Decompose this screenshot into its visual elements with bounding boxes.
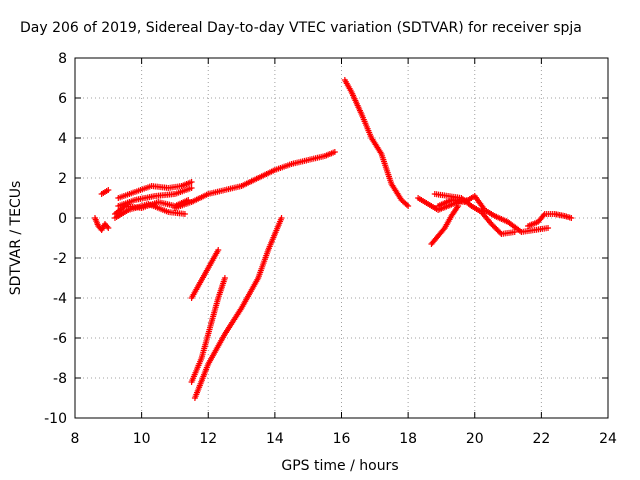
y-tick-label: -4 xyxy=(53,291,67,307)
series-arc-f xyxy=(111,201,188,221)
data-point xyxy=(545,225,552,231)
x-tick-label: 16 xyxy=(333,431,351,447)
series-arc-m xyxy=(428,203,462,247)
data-point xyxy=(440,226,447,233)
data-point xyxy=(403,201,410,208)
data-point xyxy=(188,179,195,185)
series-arc-g xyxy=(171,149,338,211)
x-tick-label: 12 xyxy=(199,431,217,447)
series-arc-e xyxy=(115,185,195,209)
x-axis-label: GPS time / hours xyxy=(281,458,398,474)
data-point xyxy=(188,185,195,191)
y-tick-label: 2 xyxy=(58,171,67,187)
data-point xyxy=(497,229,504,236)
series-arc-a xyxy=(91,215,112,233)
x-tick-label: 22 xyxy=(532,431,550,447)
chart-title: Day 206 of 2019, Sidereal Day-to-day VTE… xyxy=(20,20,582,36)
data-point xyxy=(568,215,575,221)
series-arc-p xyxy=(525,211,575,229)
x-tick-label: 24 xyxy=(599,431,617,447)
data-point xyxy=(105,187,112,193)
y-tick-label: -10 xyxy=(44,411,67,427)
x-tick-label: 18 xyxy=(399,431,417,447)
data-point xyxy=(331,149,338,155)
y-tick-label: 0 xyxy=(58,211,67,227)
data-point xyxy=(540,212,547,219)
y-tick-label: -8 xyxy=(53,371,67,387)
x-tick-label: 10 xyxy=(133,431,151,447)
data-points xyxy=(91,77,575,401)
y-tick-label: 4 xyxy=(58,131,67,147)
x-tick-label: 14 xyxy=(266,431,284,447)
x-tick-label: 20 xyxy=(466,431,484,447)
x-tick-labels: 8 10 12 14 16 18 20 22 24 xyxy=(71,431,617,447)
data-point xyxy=(278,215,285,221)
data-point xyxy=(405,203,412,209)
data-point xyxy=(455,203,462,209)
y-tick-labels: -10 -8 -6 -4 -2 0 2 4 6 8 xyxy=(44,51,67,427)
data-point xyxy=(215,247,222,253)
data-point xyxy=(511,229,518,235)
series-arc-j xyxy=(191,215,285,401)
series-arc-b xyxy=(98,187,112,197)
series-arc-h xyxy=(188,247,222,301)
grid-lines xyxy=(75,58,608,418)
data-point xyxy=(105,225,112,231)
series-arc-i xyxy=(188,275,228,385)
x-tick-label: 8 xyxy=(71,431,80,447)
y-tick-label: 8 xyxy=(58,51,67,67)
data-point xyxy=(181,211,188,217)
series-arc-k xyxy=(341,77,412,209)
y-axis-label: SDTVAR / TECUs xyxy=(8,181,24,296)
data-point xyxy=(104,223,111,230)
data-point xyxy=(221,275,228,281)
y-tick-label: -6 xyxy=(53,331,67,347)
series-arc-o xyxy=(431,191,518,237)
series-arc-d xyxy=(115,179,195,201)
y-tick-label: 6 xyxy=(58,91,67,107)
y-tick-label: -2 xyxy=(53,251,67,267)
